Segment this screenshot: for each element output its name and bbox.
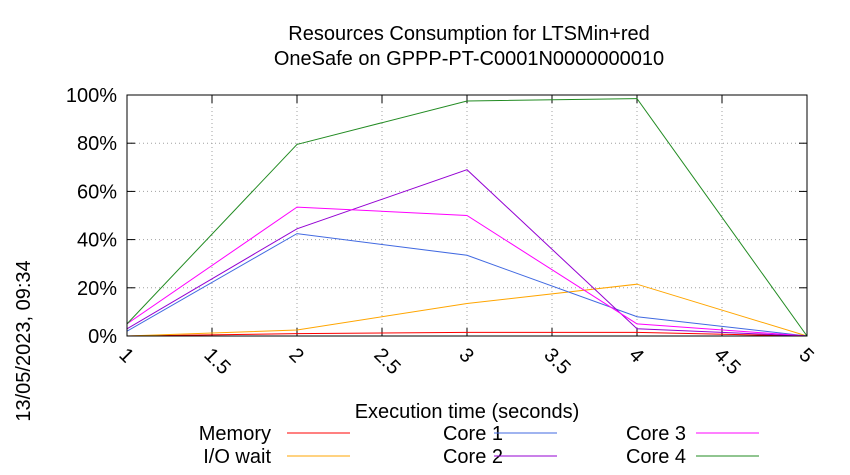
y-tick-label: 20%	[77, 278, 117, 300]
chart-subtitle: OneSafe on GPPP-PT-C0001N0000000010	[274, 48, 664, 70]
legend-label: Core 4	[626, 446, 686, 468]
series-line-core-2	[126, 169, 808, 337]
x-tick-label: 2.5	[369, 344, 404, 379]
y-tick-label: 80%	[77, 133, 117, 155]
series-line-core-3	[126, 206, 808, 337]
series-lines	[126, 98, 808, 337]
legend-item: Core 1	[443, 423, 557, 445]
legend-item: Core 3	[626, 423, 759, 445]
y-tick-label: 100%	[66, 85, 117, 107]
x-tick-label: 3.5	[539, 344, 574, 379]
y-tick-label: 40%	[77, 230, 117, 252]
legend-label: I/O wait	[203, 446, 271, 468]
series-line-memory	[126, 331, 808, 337]
series-line-core-1	[126, 233, 808, 337]
legend-item: Memory	[199, 423, 350, 445]
timestamp: 13/05/2023, 09:34	[13, 260, 35, 421]
legend-item: Core 2	[443, 446, 557, 468]
y-tick-label: 60%	[77, 181, 117, 203]
y-tick-label: 0%	[88, 326, 117, 348]
legend-item: I/O wait	[203, 446, 350, 468]
x-tick-label: 3	[454, 344, 477, 367]
legend-label: Memory	[199, 423, 271, 445]
x-tick-label: 2	[284, 344, 307, 367]
x-tick-label: 4	[624, 344, 647, 367]
x-tick-label: 1.5	[199, 344, 234, 379]
x-tick-label: 4.5	[709, 344, 744, 379]
y-axis-ticks: 0% 20% 40% 60% 80% 100%	[66, 85, 807, 348]
series-line-core-4	[126, 98, 808, 337]
chart-title: Resources Consumption for LTSMin+red	[288, 23, 649, 45]
legend-item: Core 4	[626, 446, 759, 468]
legend-label: Core 2	[443, 446, 503, 468]
legend-label: Core 3	[626, 423, 686, 445]
series-line-i-o-wait	[126, 283, 808, 337]
x-axis-label: Execution time (seconds)	[355, 401, 580, 423]
x-tick-label: 1	[114, 344, 137, 367]
legend-label: Core 1	[443, 423, 503, 445]
x-axis-ticks: 1 1.5 2 2.5 3 3.5 4 4.5 5	[114, 95, 818, 379]
x-tick-label: 5	[794, 344, 817, 367]
plot-border	[126, 94, 808, 337]
grid-lines	[127, 95, 807, 336]
